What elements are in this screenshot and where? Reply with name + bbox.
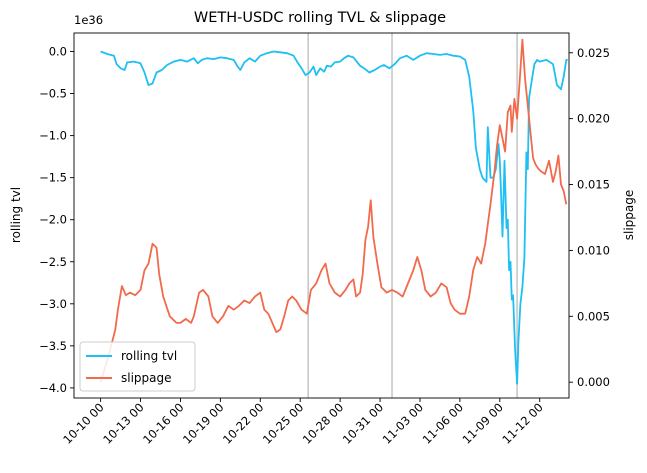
slippage-line [99,38,568,383]
tvl-line [100,50,568,385]
left-y-tick-label: −1.0 [39,129,67,143]
left-y-tick-label: −0.5 [39,87,67,101]
right-y-tick-label: 0.025 [577,46,610,60]
left-y-tick-label: 0.0 [49,45,67,59]
x-tick-label: 10-13 00 [100,400,146,446]
x-tick-label: 11-06 00 [420,400,466,446]
legend-label-tvl: rolling tvl [121,349,177,363]
x-tick-label: 10-22 00 [220,400,266,446]
left-y-tick-label: −3.0 [39,297,67,311]
left-y-tick-label: −3.5 [39,339,67,353]
legend: rolling tvl slippage [79,341,196,392]
x-tick-label: 10-25 00 [260,400,306,446]
left-y-tick-label: −4.0 [39,381,67,395]
slippage-series [99,38,568,383]
right-axis-label: slippage [622,190,636,241]
left-y-tick-label: −2.0 [39,213,67,227]
chart-title: WETH-USDC rolling TVL & slippage [194,10,446,26]
left-axis-offset-text: 1e36 [74,13,103,27]
left-y-tick-label: −2.5 [39,255,67,269]
tvl-series [100,50,568,385]
plot-frame [73,32,570,399]
x-tick-label: 10-28 00 [300,400,346,446]
reference-lines [307,33,518,398]
right-y-tick-label: 0.020 [577,112,610,126]
x-tick-label: 10-31 00 [340,400,386,446]
right-y-tick-label: 0.005 [577,309,610,323]
right-y-tick-label: 0.015 [577,178,610,192]
x-tick-label: 11-12 00 [499,400,545,446]
right-y-tick-label: 0.000 [577,375,610,389]
left-y-axis: 0.0 −0.5 −1.0 −1.5 −2.0 −2.5 −3.0 −3.5 −4.0 [39,45,74,395]
left-axis-label: rolling tvl [9,187,23,243]
x-tick-label: 11-09 00 [459,400,505,446]
left-y-tick-label: −1.5 [39,171,67,185]
x-tick-label: 11-03 00 [380,400,426,446]
legend-label-slippage: slippage [121,371,172,385]
right-y-axis: 0.000 0.005 0.010 0.015 0.020 0.025 [569,46,610,389]
x-tick-label: 10-19 00 [180,400,226,446]
right-y-tick-label: 0.010 [577,243,610,257]
x-tick-label: 10-16 00 [140,400,186,446]
x-tick-label: 10-10 00 [60,400,106,446]
